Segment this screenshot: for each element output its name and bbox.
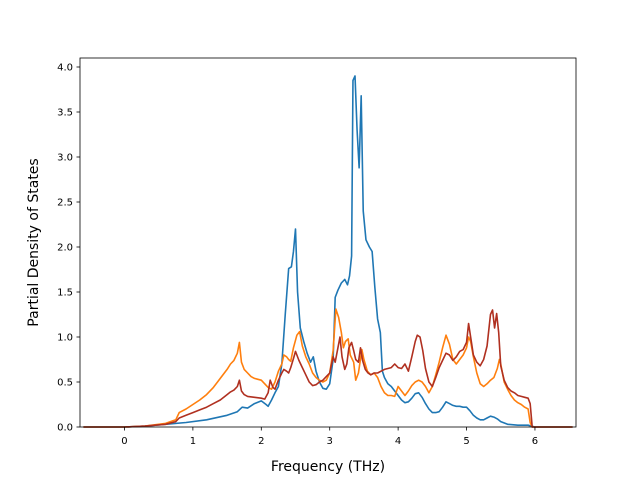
x-tick-label: 5 bbox=[463, 436, 469, 447]
y-tick-label: 2.0 bbox=[57, 243, 73, 254]
y-tick-label: 1.5 bbox=[57, 288, 73, 299]
x-tick-label: 2 bbox=[258, 436, 264, 447]
y-tick-label: 1.0 bbox=[57, 333, 73, 344]
y-axis-label: Partial Density of States bbox=[26, 158, 42, 326]
x-tick-label: 0 bbox=[121, 436, 127, 447]
x-tick-label: 4 bbox=[395, 436, 401, 447]
x-tick-label: 1 bbox=[190, 436, 196, 447]
x-axis-label: Frequency (THz) bbox=[271, 459, 385, 475]
y-tick-label: 3.0 bbox=[57, 153, 73, 164]
y-axis-ticks: 0.0 0.5 1.0 1.5 2.0 2.5 3.0 3.5 4.0 bbox=[57, 63, 80, 434]
y-tick-label: 0.0 bbox=[57, 423, 73, 434]
x-tick-label: 6 bbox=[532, 436, 538, 447]
y-tick-label: 3.5 bbox=[57, 108, 73, 119]
y-tick-label: 2.5 bbox=[57, 198, 73, 209]
plot-frame bbox=[79, 57, 577, 428]
y-tick-label: 4.0 bbox=[57, 63, 73, 74]
series-line-1 bbox=[83, 75, 573, 428]
series-line-3 bbox=[83, 309, 573, 428]
series-line-2 bbox=[83, 308, 573, 428]
x-tick-label: 3 bbox=[327, 436, 333, 447]
series-layer bbox=[83, 75, 573, 428]
x-axis-ticks: 0 1 2 3 4 5 6 bbox=[121, 427, 538, 447]
y-tick-label: 0.5 bbox=[57, 378, 73, 389]
